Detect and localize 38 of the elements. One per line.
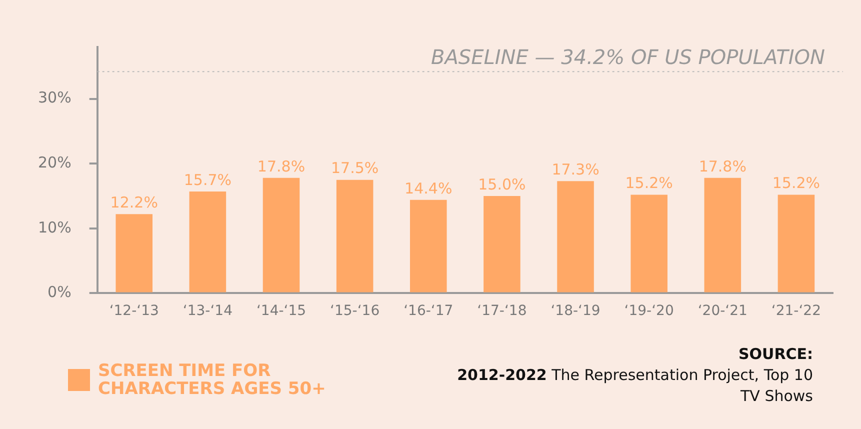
bar [557, 181, 594, 292]
text: 2012-2022 The Representation Project, Top 10 TV Shows [456, 365, 813, 407]
text: 15.7% [184, 170, 232, 189]
x-tick-label: ‘14-‘15 [256, 303, 306, 320]
x-tick-label: ‘17-‘18 [477, 303, 527, 320]
bar [336, 180, 374, 292]
text: 17.5% [330, 159, 379, 178]
bar [778, 194, 815, 292]
text: 15.0% [478, 175, 526, 194]
x-tick-label: ‘20-‘21 [698, 303, 748, 320]
source-note: SOURCE: [738, 345, 813, 363]
bar [189, 191, 226, 292]
x-tick-label: ‘21-‘22 [771, 303, 822, 320]
x-tick-label: ‘13-‘14 [182, 303, 233, 320]
text: 14.4% [404, 179, 452, 198]
text: 12.2% [110, 194, 158, 212]
ref-line-label: BASELINE — 34.2% OF US POPULATION [431, 44, 826, 69]
x-tick-label: ‘19-‘20 [624, 303, 674, 320]
bar [116, 214, 153, 292]
bar [262, 178, 300, 292]
x-tick-label: ‘16-‘17 [404, 303, 454, 320]
text: 17.8% [698, 157, 746, 176]
y-tick-label: 0% [48, 283, 72, 302]
bar [484, 196, 520, 292]
y-tick-label: 30% [38, 88, 72, 107]
x-tick-label: ‘15-‘16 [330, 303, 380, 320]
y-tick-label: 10% [38, 218, 72, 236]
text: 15.2% [625, 174, 673, 192]
y-tick-label: 20% [38, 154, 72, 172]
bar [410, 200, 447, 292]
text: 17.8% [257, 157, 306, 176]
legend-label: SCREEN TIME FOR CHARACTERS AGES 50+ [98, 361, 327, 399]
text: 15.2% [772, 174, 820, 192]
x-tick-label: ‘12-‘13 [109, 303, 159, 320]
bar [704, 178, 742, 292]
text: 17.3% [552, 160, 600, 179]
x-tick-label: ‘18-‘19 [550, 303, 600, 320]
bar [630, 194, 668, 292]
